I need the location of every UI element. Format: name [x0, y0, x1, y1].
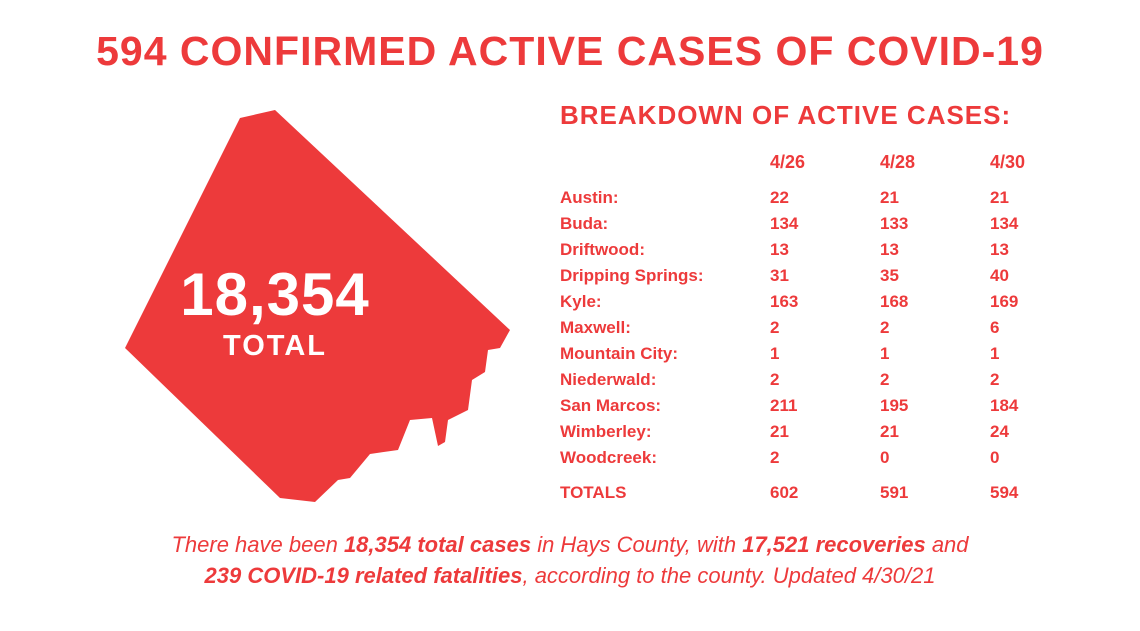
footer-p1: There have been — [171, 532, 343, 557]
table-row: Austin:222121 — [560, 185, 1100, 211]
footer-p4: , according to the county. Updated 4/30/… — [522, 563, 935, 588]
case-value: 134 — [990, 211, 1100, 237]
city-label: Buda: — [560, 211, 770, 237]
footer-p3: and — [926, 532, 969, 557]
case-value: 24 — [990, 419, 1100, 445]
case-value: 0 — [880, 445, 990, 471]
total-cases-number: 18,354 — [160, 265, 390, 325]
footer-total-cases: 18,354 total cases — [344, 532, 531, 557]
case-value: 21 — [880, 419, 990, 445]
footer-summary: There have been 18,354 total cases in Ha… — [40, 530, 1100, 592]
county-overlay: 18,354 TOTAL — [160, 265, 390, 363]
city-label: Mountain City: — [560, 341, 770, 367]
main-content: 18,354 TOTAL BREAKDOWN OF ACTIVE CASES: … — [40, 100, 1100, 520]
headline: 594 CONFIRMED ACTIVE CASES OF COVID-19 — [40, 28, 1100, 75]
case-value: 2 — [990, 367, 1100, 393]
city-label: Kyle: — [560, 289, 770, 315]
case-value: 133 — [880, 211, 990, 237]
table-row: Mountain City:111 — [560, 341, 1100, 367]
totals-value: 591 — [880, 471, 990, 506]
case-value: 163 — [770, 289, 880, 315]
table-row: Wimberley:212124 — [560, 419, 1100, 445]
city-label: Driftwood: — [560, 237, 770, 263]
date-col-2: 4/30 — [990, 149, 1100, 185]
city-label: Austin: — [560, 185, 770, 211]
breakdown-section: BREAKDOWN OF ACTIVE CASES: 4/26 4/28 4/3… — [540, 100, 1100, 506]
case-value: 169 — [990, 289, 1100, 315]
city-label: Woodcreek: — [560, 445, 770, 471]
city-label: San Marcos: — [560, 393, 770, 419]
footer-fatalities: 239 COVID-19 related fatalities — [205, 563, 523, 588]
case-value: 22 — [770, 185, 880, 211]
table-row: Maxwell:226 — [560, 315, 1100, 341]
totals-value: 594 — [990, 471, 1100, 506]
table-row: Dripping Springs:313540 — [560, 263, 1100, 289]
breakdown-table: 4/26 4/28 4/30 Austin:222121Buda:1341331… — [560, 149, 1100, 506]
case-value: 40 — [990, 263, 1100, 289]
case-value: 6 — [990, 315, 1100, 341]
case-value: 31 — [770, 263, 880, 289]
city-label: Maxwell: — [560, 315, 770, 341]
case-value: 2 — [880, 315, 990, 341]
city-label: Niederwald: — [560, 367, 770, 393]
case-value: 1 — [880, 341, 990, 367]
case-value: 2 — [770, 315, 880, 341]
totals-value: 602 — [770, 471, 880, 506]
case-value: 2 — [880, 367, 990, 393]
table-row: San Marcos:211195184 — [560, 393, 1100, 419]
case-value: 1 — [770, 341, 880, 367]
case-value: 13 — [880, 237, 990, 263]
case-value: 21 — [990, 185, 1100, 211]
case-value: 2 — [770, 445, 880, 471]
case-value: 184 — [990, 393, 1100, 419]
totals-row: TOTALS602591594 — [560, 471, 1100, 506]
table-row: Buda:134133134 — [560, 211, 1100, 237]
case-value: 21 — [770, 419, 880, 445]
case-value: 13 — [770, 237, 880, 263]
city-label: Wimberley: — [560, 419, 770, 445]
table-row: Woodcreek:200 — [560, 445, 1100, 471]
table-row: Kyle:163168169 — [560, 289, 1100, 315]
case-value: 168 — [880, 289, 990, 315]
total-cases-label: TOTAL — [160, 330, 390, 363]
breakdown-title: BREAKDOWN OF ACTIVE CASES: — [560, 100, 1100, 131]
case-value: 2 — [770, 367, 880, 393]
case-value: 1 — [990, 341, 1100, 367]
case-value: 21 — [880, 185, 990, 211]
case-value: 13 — [990, 237, 1100, 263]
city-label: Dripping Springs: — [560, 263, 770, 289]
table-header-row: 4/26 4/28 4/30 — [560, 149, 1100, 185]
date-col-1: 4/28 — [880, 149, 990, 185]
case-value: 0 — [990, 445, 1100, 471]
case-value: 134 — [770, 211, 880, 237]
case-value: 195 — [880, 393, 990, 419]
footer-p2: in Hays County, with — [531, 532, 742, 557]
table-row: Driftwood:131313 — [560, 237, 1100, 263]
footer-recoveries: 17,521 recoveries — [742, 532, 926, 557]
case-value: 211 — [770, 393, 880, 419]
table-row: Niederwald:222 — [560, 367, 1100, 393]
county-shape-wrapper: 18,354 TOTAL — [40, 100, 540, 520]
totals-label: TOTALS — [560, 471, 770, 506]
date-col-0: 4/26 — [770, 149, 880, 185]
case-value: 35 — [880, 263, 990, 289]
